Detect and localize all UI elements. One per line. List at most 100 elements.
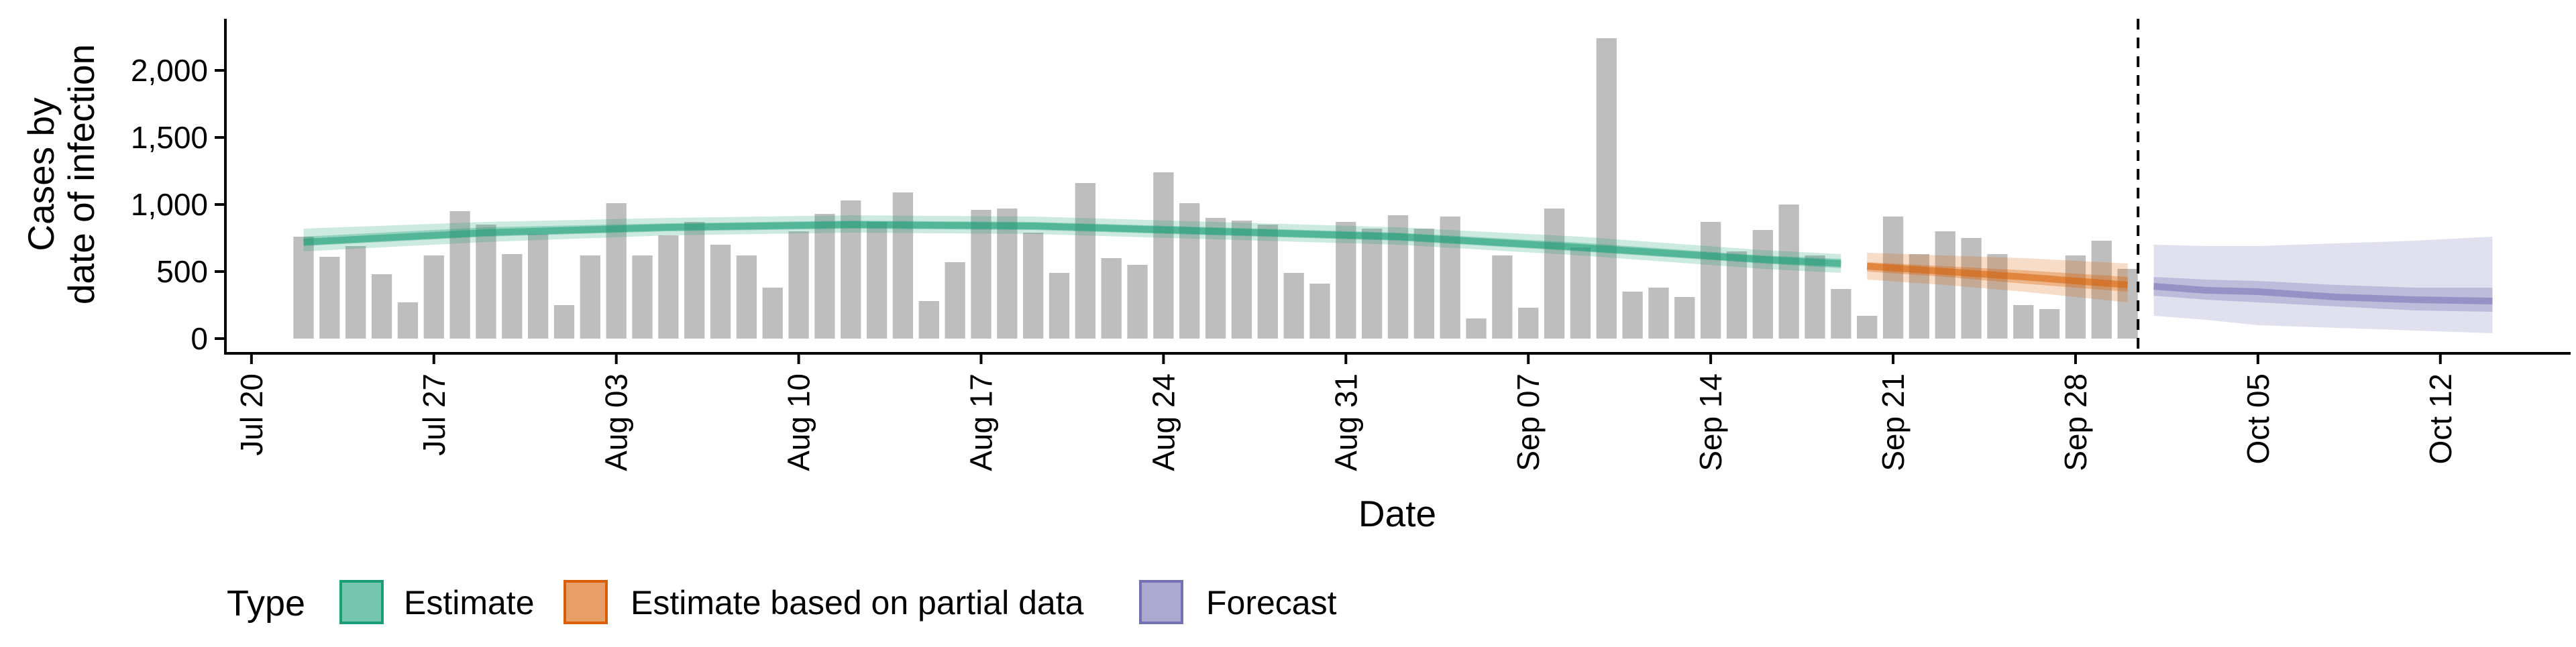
- case-bar: [1831, 289, 1851, 339]
- x-tick-label: Sep 21: [1876, 373, 1911, 471]
- case-bar: [345, 246, 366, 339]
- case-bar: [1362, 229, 1383, 339]
- case-bar: [788, 231, 809, 339]
- case-bar: [1622, 292, 1643, 339]
- case-bar: [2091, 241, 2112, 339]
- case-bar: [423, 255, 444, 339]
- case-bar: [2013, 305, 2034, 339]
- x-tick-label: Jul 20: [234, 373, 269, 456]
- x-tick-label: Sep 14: [1693, 373, 1728, 471]
- x-tick-label: Oct 05: [2241, 373, 2275, 465]
- y-axis-title-line-1: Cases by: [20, 97, 62, 251]
- case-bar: [553, 305, 575, 339]
- median-line-estimate: [303, 221, 1841, 267]
- case-bar: [1127, 265, 1148, 339]
- case-bar: [2117, 269, 2138, 339]
- case-bar: [2039, 309, 2060, 339]
- x-tick-label: Aug 24: [1146, 373, 1181, 471]
- case-bar: [1778, 204, 1799, 339]
- case-bar: [1283, 273, 1304, 339]
- case-bar: [710, 245, 731, 339]
- legend: Type Estimate Estimate based on partial …: [227, 580, 1337, 624]
- case-bar: [684, 222, 705, 339]
- case-bar: [476, 225, 496, 339]
- case-bar: [1674, 297, 1695, 339]
- ribbons-layer: [303, 215, 2493, 333]
- legend-title: Type: [227, 583, 305, 624]
- case-bar: [397, 302, 419, 339]
- case-bar: [1726, 251, 1748, 339]
- case-bar: [527, 234, 549, 339]
- legend-label-partial: Estimate based on partial data: [631, 584, 1084, 622]
- legend-label-forecast: Forecast: [1206, 584, 1337, 622]
- case-bar: [1336, 222, 1356, 339]
- case-bar: [293, 237, 314, 339]
- case-bar: [971, 210, 991, 339]
- case-bar: [1466, 318, 1487, 339]
- case-bar: [580, 255, 600, 339]
- case-bar: [997, 209, 1018, 339]
- case-bar: [502, 254, 523, 339]
- case-bar: [1882, 217, 1904, 339]
- x-axis-title: Date: [1358, 493, 1436, 534]
- case-bar: [1700, 222, 1721, 339]
- x-tick-label: Aug 03: [599, 373, 634, 471]
- case-bar: [1961, 238, 1982, 339]
- case-bar: [658, 235, 679, 339]
- case-bar: [1570, 247, 1591, 339]
- case-bar: [1805, 255, 1825, 339]
- case-bar: [1231, 221, 1252, 339]
- x-tick-label: Sep 28: [2058, 373, 2093, 471]
- case-bar: [632, 255, 653, 339]
- y-tick-label: 1,000: [131, 187, 208, 222]
- case-bar: [1518, 308, 1539, 339]
- case-bar: [1857, 316, 1878, 339]
- outer-band-forecast: [2153, 237, 2493, 333]
- case-bar: [1492, 255, 1513, 339]
- case-bar: [866, 222, 888, 339]
- x-tick-label: Aug 31: [1328, 373, 1363, 471]
- median-line-forecast: [2153, 283, 2493, 304]
- legend-swatch-estimate: [339, 580, 384, 624]
- x-tick-label: Sep 07: [1511, 373, 1546, 471]
- x-tick-label: Jul 27: [417, 373, 451, 456]
- y-axis-title-line-2: date of infection: [60, 44, 102, 304]
- case-bar: [1987, 254, 2008, 339]
- y-tick-label: 0: [191, 321, 208, 356]
- case-bar: [1153, 172, 1174, 339]
- case-bar: [1935, 231, 1955, 339]
- case-bar: [2065, 255, 2086, 339]
- case-bar: [1049, 273, 1070, 339]
- case-bar: [1179, 203, 1200, 339]
- case-bar: [1648, 288, 1669, 339]
- x-tick-label: Oct 12: [2423, 373, 2458, 465]
- y-tick-label: 2,000: [131, 53, 208, 88]
- case-bar: [1309, 284, 1330, 339]
- case-bar: [1257, 225, 1278, 339]
- y-tick-label: 500: [156, 254, 208, 289]
- x-tick-label: Aug 10: [782, 373, 816, 471]
- ticks-layer: 0 500 1,000 1,500 2,000 Jul 20 Jul 27 Aug 03 Aug…: [131, 53, 2458, 471]
- legend-swatch-forecast: [1139, 580, 1183, 624]
- case-bar: [945, 262, 965, 339]
- legend-swatch-partial: [564, 580, 608, 624]
- case-bar: [918, 301, 939, 339]
- case-bar: [892, 192, 914, 339]
- case-bar: [814, 214, 835, 339]
- bars-layer: [293, 38, 2138, 339]
- case-bar: [736, 255, 757, 339]
- x-tick-label: Aug 17: [963, 373, 998, 471]
- case-bar: [371, 274, 392, 339]
- case-bar: [1413, 229, 1434, 339]
- case-bar: [1205, 218, 1226, 339]
- case-bar: [1596, 38, 1617, 339]
- case-bar: [1101, 258, 1122, 339]
- case-bar: [319, 257, 340, 339]
- y-tick-label: 1,500: [131, 120, 208, 155]
- case-bar: [762, 288, 783, 339]
- case-bar: [1023, 233, 1044, 339]
- legend-label-estimate: Estimate: [404, 584, 535, 622]
- case-bar: [1544, 209, 1565, 339]
